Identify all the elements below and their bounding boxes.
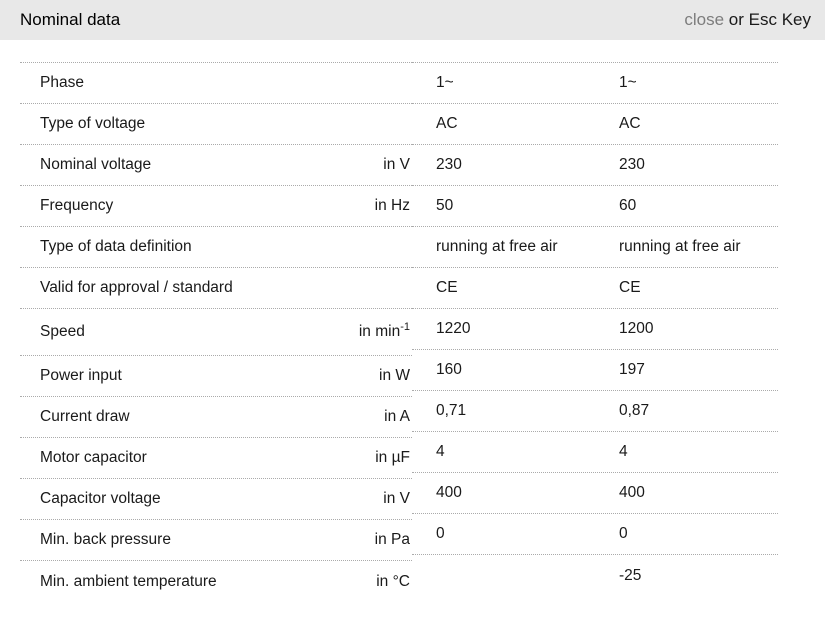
row-unit: in A [384,408,410,425]
nominal-data-table: Phase Type of voltage Nominal voltage in V F… [20,62,778,602]
row-label: Type of data definition [40,238,192,255]
table-row-values: running at free air running at free air [412,227,778,268]
table-row-label: Capacitor voltage in V [20,479,412,520]
row-value: -25 [619,566,642,584]
table-row-label: Frequency in Hz [20,186,412,227]
table-row-values: -25 [412,555,778,596]
row-value: 230 [436,156,462,173]
table-row-values: CE CE [412,268,778,309]
row-value: AC [619,115,641,132]
table-row-label: Min. back pressure in Pa [20,520,412,561]
row-label: Frequency [40,197,114,214]
table-row-values: AC AC [412,104,778,145]
row-value: 0,71 [436,402,467,419]
row-value: 50 [436,197,454,214]
table-row-label: Speed in min-1 [20,309,412,356]
table-row-label: Current draw in A [20,397,412,438]
page-title: Nominal data [20,10,121,29]
row-value: 1~ [436,74,454,91]
row-value: 4 [436,443,445,460]
table-row-values: 400 400 [412,473,778,514]
table-row-values: 230 230 [412,145,778,186]
row-value: 1200 [619,320,654,337]
row-value: running at free air [619,238,741,255]
row-value: 1~ [619,74,637,91]
table-row-values: 160 197 [412,350,778,391]
row-label: Motor capacitor [40,449,147,466]
row-label: Phase [40,74,84,91]
row-unit: in min-1 [358,320,410,340]
row-label: Capacitor voltage [40,490,161,507]
row-unit: in °C [376,572,410,590]
row-label: Valid for approval / standard [40,279,233,296]
row-value: 4 [619,443,628,460]
table-row-values: 0,71 0,87 [412,391,778,432]
table-row-values: 1220 1200 [412,309,778,350]
row-label: Min. ambient temperature [40,572,217,590]
labels-column: Phase Type of voltage Nominal voltage in V F… [20,62,412,602]
close-button[interactable]: close [684,10,725,29]
header-bar: Nominal data close or Esc Key [0,0,825,40]
row-value: 1220 [436,320,471,337]
table-row-label: Type of voltage [20,104,412,145]
row-value: 0 [619,525,628,542]
row-label: Power input [40,367,122,384]
row-value: 160 [436,361,462,378]
table-row-label: Type of data definition [20,227,412,268]
row-value: 400 [619,484,645,501]
row-label: Type of voltage [40,115,146,132]
row-unit: in V [383,490,410,507]
row-value: running at free air [436,238,558,255]
row-unit: in V [383,156,410,173]
values-column: 1~ 1~ AC AC 230 230 50 60 running at free air run… [412,62,778,596]
row-value: CE [436,279,458,296]
row-label: Nominal voltage [40,156,152,173]
row-unit: in Pa [374,531,410,548]
table-row-label: Valid for approval / standard [20,268,412,309]
esc-key-text: or Esc Key [724,10,811,29]
row-value: 230 [619,156,645,173]
row-value: 0,87 [619,402,650,419]
row-value: CE [619,279,641,296]
table-row-label: Power input in W [20,356,412,397]
table-row-label: Phase [20,63,412,104]
row-label: Current draw [40,408,130,425]
row-value: 0 [436,525,445,542]
table-row-values: 1~ 1~ [412,63,778,104]
row-value: 400 [436,484,462,501]
close-hint: close or Esc Key [684,10,811,30]
row-label: Speed [40,323,85,340]
row-value: 197 [619,361,645,378]
table-row-label: Min. ambient temperature in °C [20,561,412,602]
row-unit: in µF [375,449,410,466]
row-value: AC [436,115,458,132]
table-row-label: Nominal voltage in V [20,145,412,186]
table-row-values: 50 60 [412,186,778,227]
row-label: Min. back pressure [40,531,171,548]
row-value: 60 [619,197,637,214]
row-unit: in W [379,367,410,384]
row-unit: in Hz [374,197,410,214]
table-row-label: Motor capacitor in µF [20,438,412,479]
